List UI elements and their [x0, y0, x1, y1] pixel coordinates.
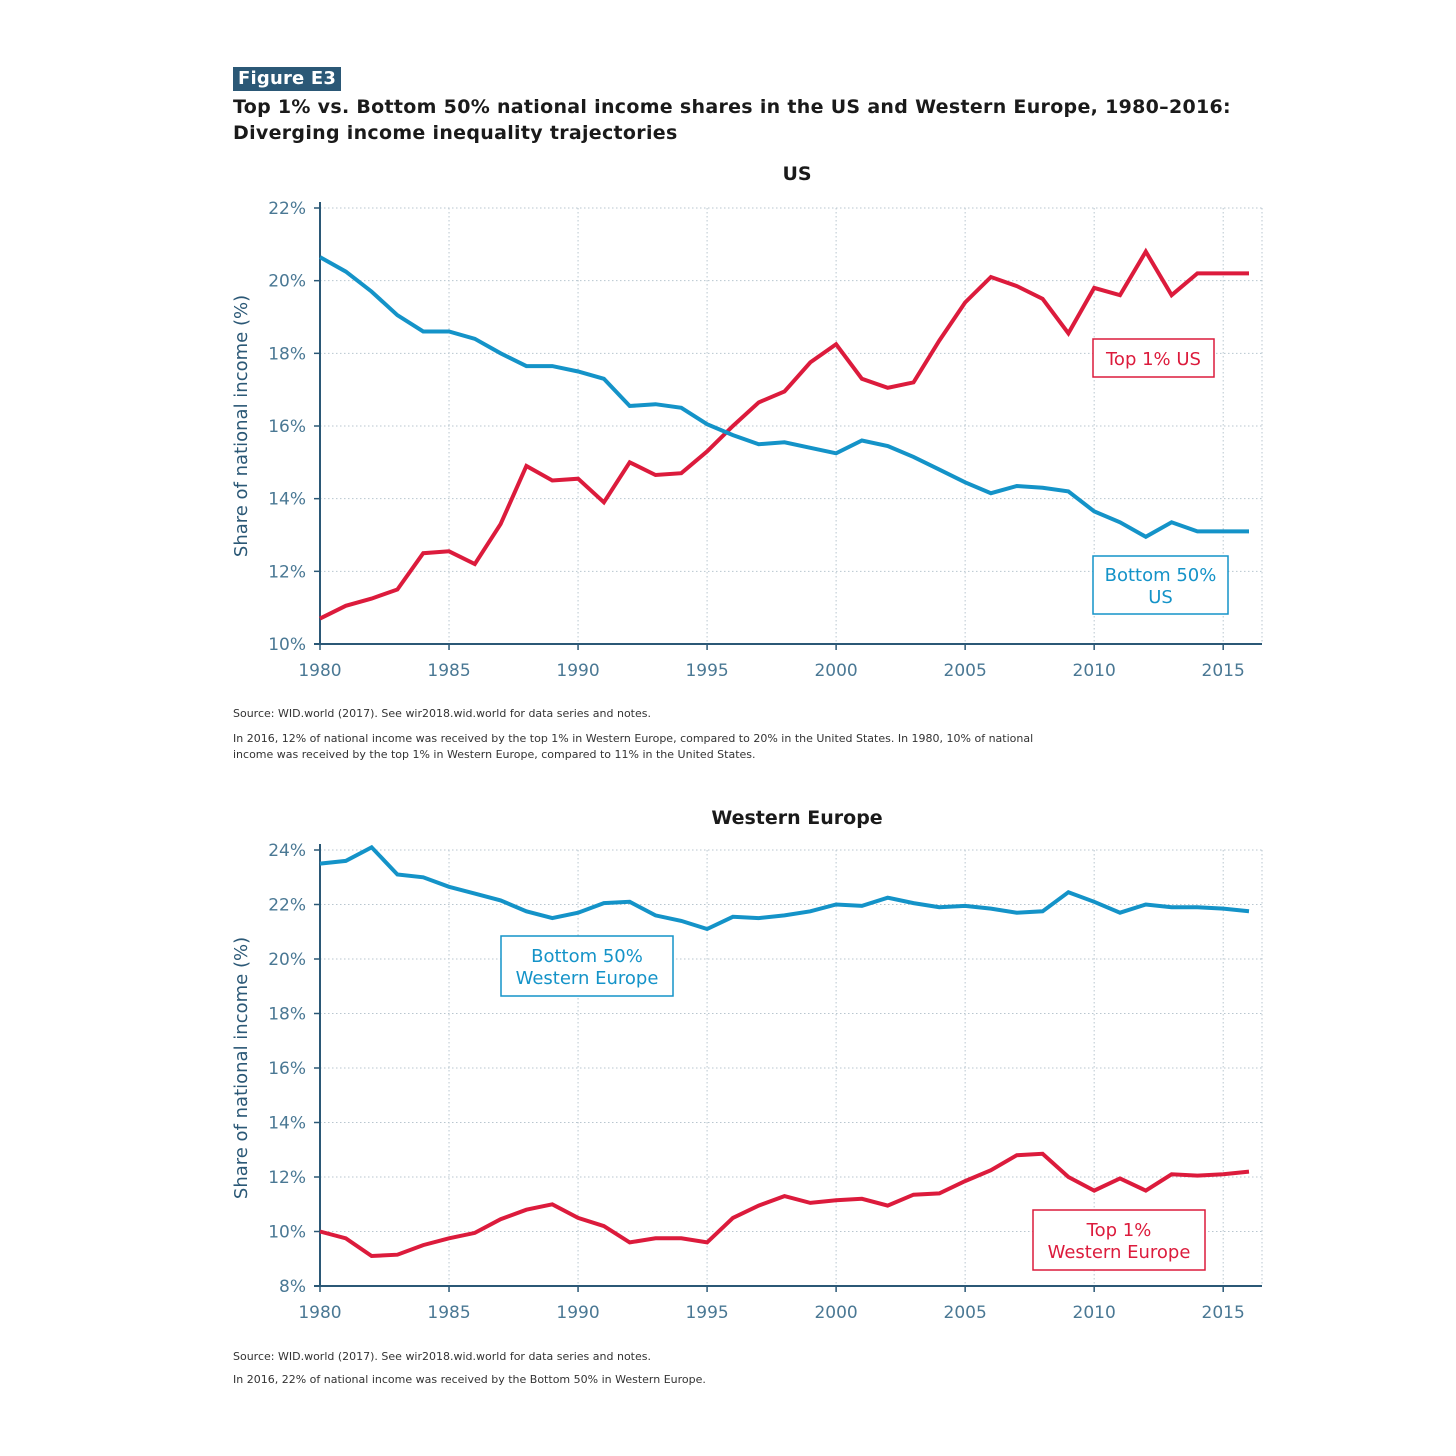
series-label-bottom-50-us: Bottom 50%	[1105, 565, 1217, 586]
we-x-tick-label: 2000	[814, 1303, 857, 1323]
we-x-tick-label: 1980	[298, 1303, 341, 1323]
western-europe-chart: Western Europe 8% 10% 12% 14% 16% 18% 20% 22% 24%…	[231, 807, 1263, 1323]
we-y-tick-label: 14%	[268, 1114, 306, 1134]
we-x-tick-label: 1995	[685, 1303, 728, 1323]
series-label-top-1-western-europe: Top 1%	[1086, 1220, 1152, 1241]
us-y-tick-label: 14%	[268, 490, 306, 510]
us-y-tick-label: 22%	[268, 199, 306, 219]
us-x-tick-label: 2000	[814, 661, 857, 681]
series-line-top-1-western-europe	[319, 1151, 1250, 1259]
us-source-note: Source: WID.world (2017). See wir2018.wi…	[233, 707, 651, 720]
us-y-tick-label: 20%	[268, 272, 306, 292]
us-note-line-1: In 2016, 12% of national income was rece…	[233, 732, 1034, 745]
we-y-axis-label: Share of national income (%)	[231, 937, 252, 1199]
series-label-box-bottom-50-western-europe	[500, 935, 674, 997]
we-note-line-1: In 2016, 22% of national income was rece…	[233, 1373, 706, 1386]
we-y-tick-label: 12%	[268, 1168, 306, 1188]
we-y-tick-label: 24%	[268, 841, 306, 861]
we-x-tick-label: 1990	[556, 1303, 599, 1323]
series-line-bottom-50-western-europe	[319, 844, 1250, 932]
us-y-tick-label: 12%	[268, 562, 306, 582]
we-y-tick-label: 20%	[268, 950, 306, 970]
us-x-tick-label: 2005	[944, 661, 987, 681]
we-source-note: Source: WID.world (2017). See wir2018.wi…	[233, 1350, 651, 1363]
we-x-tick-label: 2005	[944, 1303, 987, 1323]
we-chart-title: Western Europe	[711, 807, 882, 829]
series-label-top-1-western-europe: Western Europe	[1048, 1242, 1191, 1263]
series-label-bottom-50-western-europe: Western Europe	[516, 968, 659, 989]
we-y-tick-label: 8%	[279, 1277, 306, 1297]
figure-title-line-2: Diverging income inequality trajectories	[233, 122, 678, 144]
us-y-tick-label: 16%	[268, 417, 306, 437]
series-label-box-top-1-us	[1092, 338, 1215, 378]
us-note-line-2: income was received by the top 1% in Wes…	[233, 748, 756, 761]
us-x-tick-label: 1985	[427, 661, 470, 681]
we-y-tick-label: 16%	[268, 1059, 306, 1079]
us-y-axis-label: Share of national income (%)	[231, 295, 252, 557]
figure-title-line-1: Top 1% vs. Bottom 50% national income sh…	[233, 96, 1231, 118]
us-x-tick-label: 2010	[1073, 661, 1116, 681]
series-line-top-1-us	[319, 247, 1249, 621]
us-x-tick-label: 1990	[556, 661, 599, 681]
series-label-bottom-50-western-europe: Bottom 50%	[531, 946, 643, 967]
figure-label: Figure E3	[233, 67, 342, 91]
us-chart-title: US	[782, 163, 811, 185]
us-chart: US 10% 12% 14% 16% 18% 20% 22% 1980 1985 1990 1995 2…	[231, 163, 1263, 681]
us-x-tick-label: 2015	[1202, 661, 1245, 681]
we-x-tick-label: 2010	[1073, 1303, 1116, 1323]
we-y-tick-label: 18%	[268, 1005, 306, 1025]
us-y-tick-label: 18%	[268, 344, 306, 364]
series-label-top-1-us: Top 1% US	[1105, 349, 1201, 370]
us-y-tick-label: 10%	[268, 635, 306, 655]
we-y-tick-label: 22%	[268, 896, 306, 916]
us-x-tick-label: 1980	[298, 661, 341, 681]
series-label-box-top-1-western-europe	[1032, 1209, 1206, 1271]
series-label-bottom-50-us: US	[1148, 587, 1173, 608]
we-x-tick-label: 1985	[427, 1303, 470, 1323]
we-x-tick-label: 2015	[1202, 1303, 1245, 1323]
figure-title: Top 1% vs. Bottom 50% national income sh…	[233, 94, 1253, 146]
series-line-bottom-50-us	[319, 255, 1249, 540]
us-x-tick-label: 1995	[685, 661, 728, 681]
series-label-box-bottom-50-us	[1092, 555, 1229, 615]
we-y-tick-label: 10%	[268, 1223, 306, 1243]
